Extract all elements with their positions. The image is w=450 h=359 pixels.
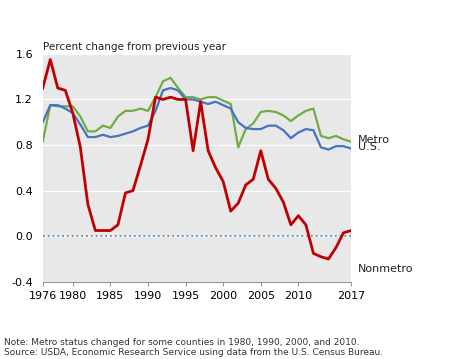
Text: Metro: Metro [358, 135, 390, 145]
Text: Nonmetro: Nonmetro [358, 265, 414, 274]
Text: Population change by metro/nonmetro status, 1976-2017: Population change by metro/nonmetro stat… [5, 16, 418, 29]
Text: U.S.: U.S. [358, 142, 380, 152]
Text: Note: Metro status changed for some counties in 1980, 1990, 2000, and 2010.
Sour: Note: Metro status changed for some coun… [4, 338, 383, 357]
Text: Percent change from previous year: Percent change from previous year [43, 42, 226, 52]
